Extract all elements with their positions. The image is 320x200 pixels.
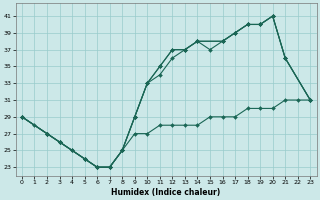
X-axis label: Humidex (Indice chaleur): Humidex (Indice chaleur) xyxy=(111,188,221,197)
